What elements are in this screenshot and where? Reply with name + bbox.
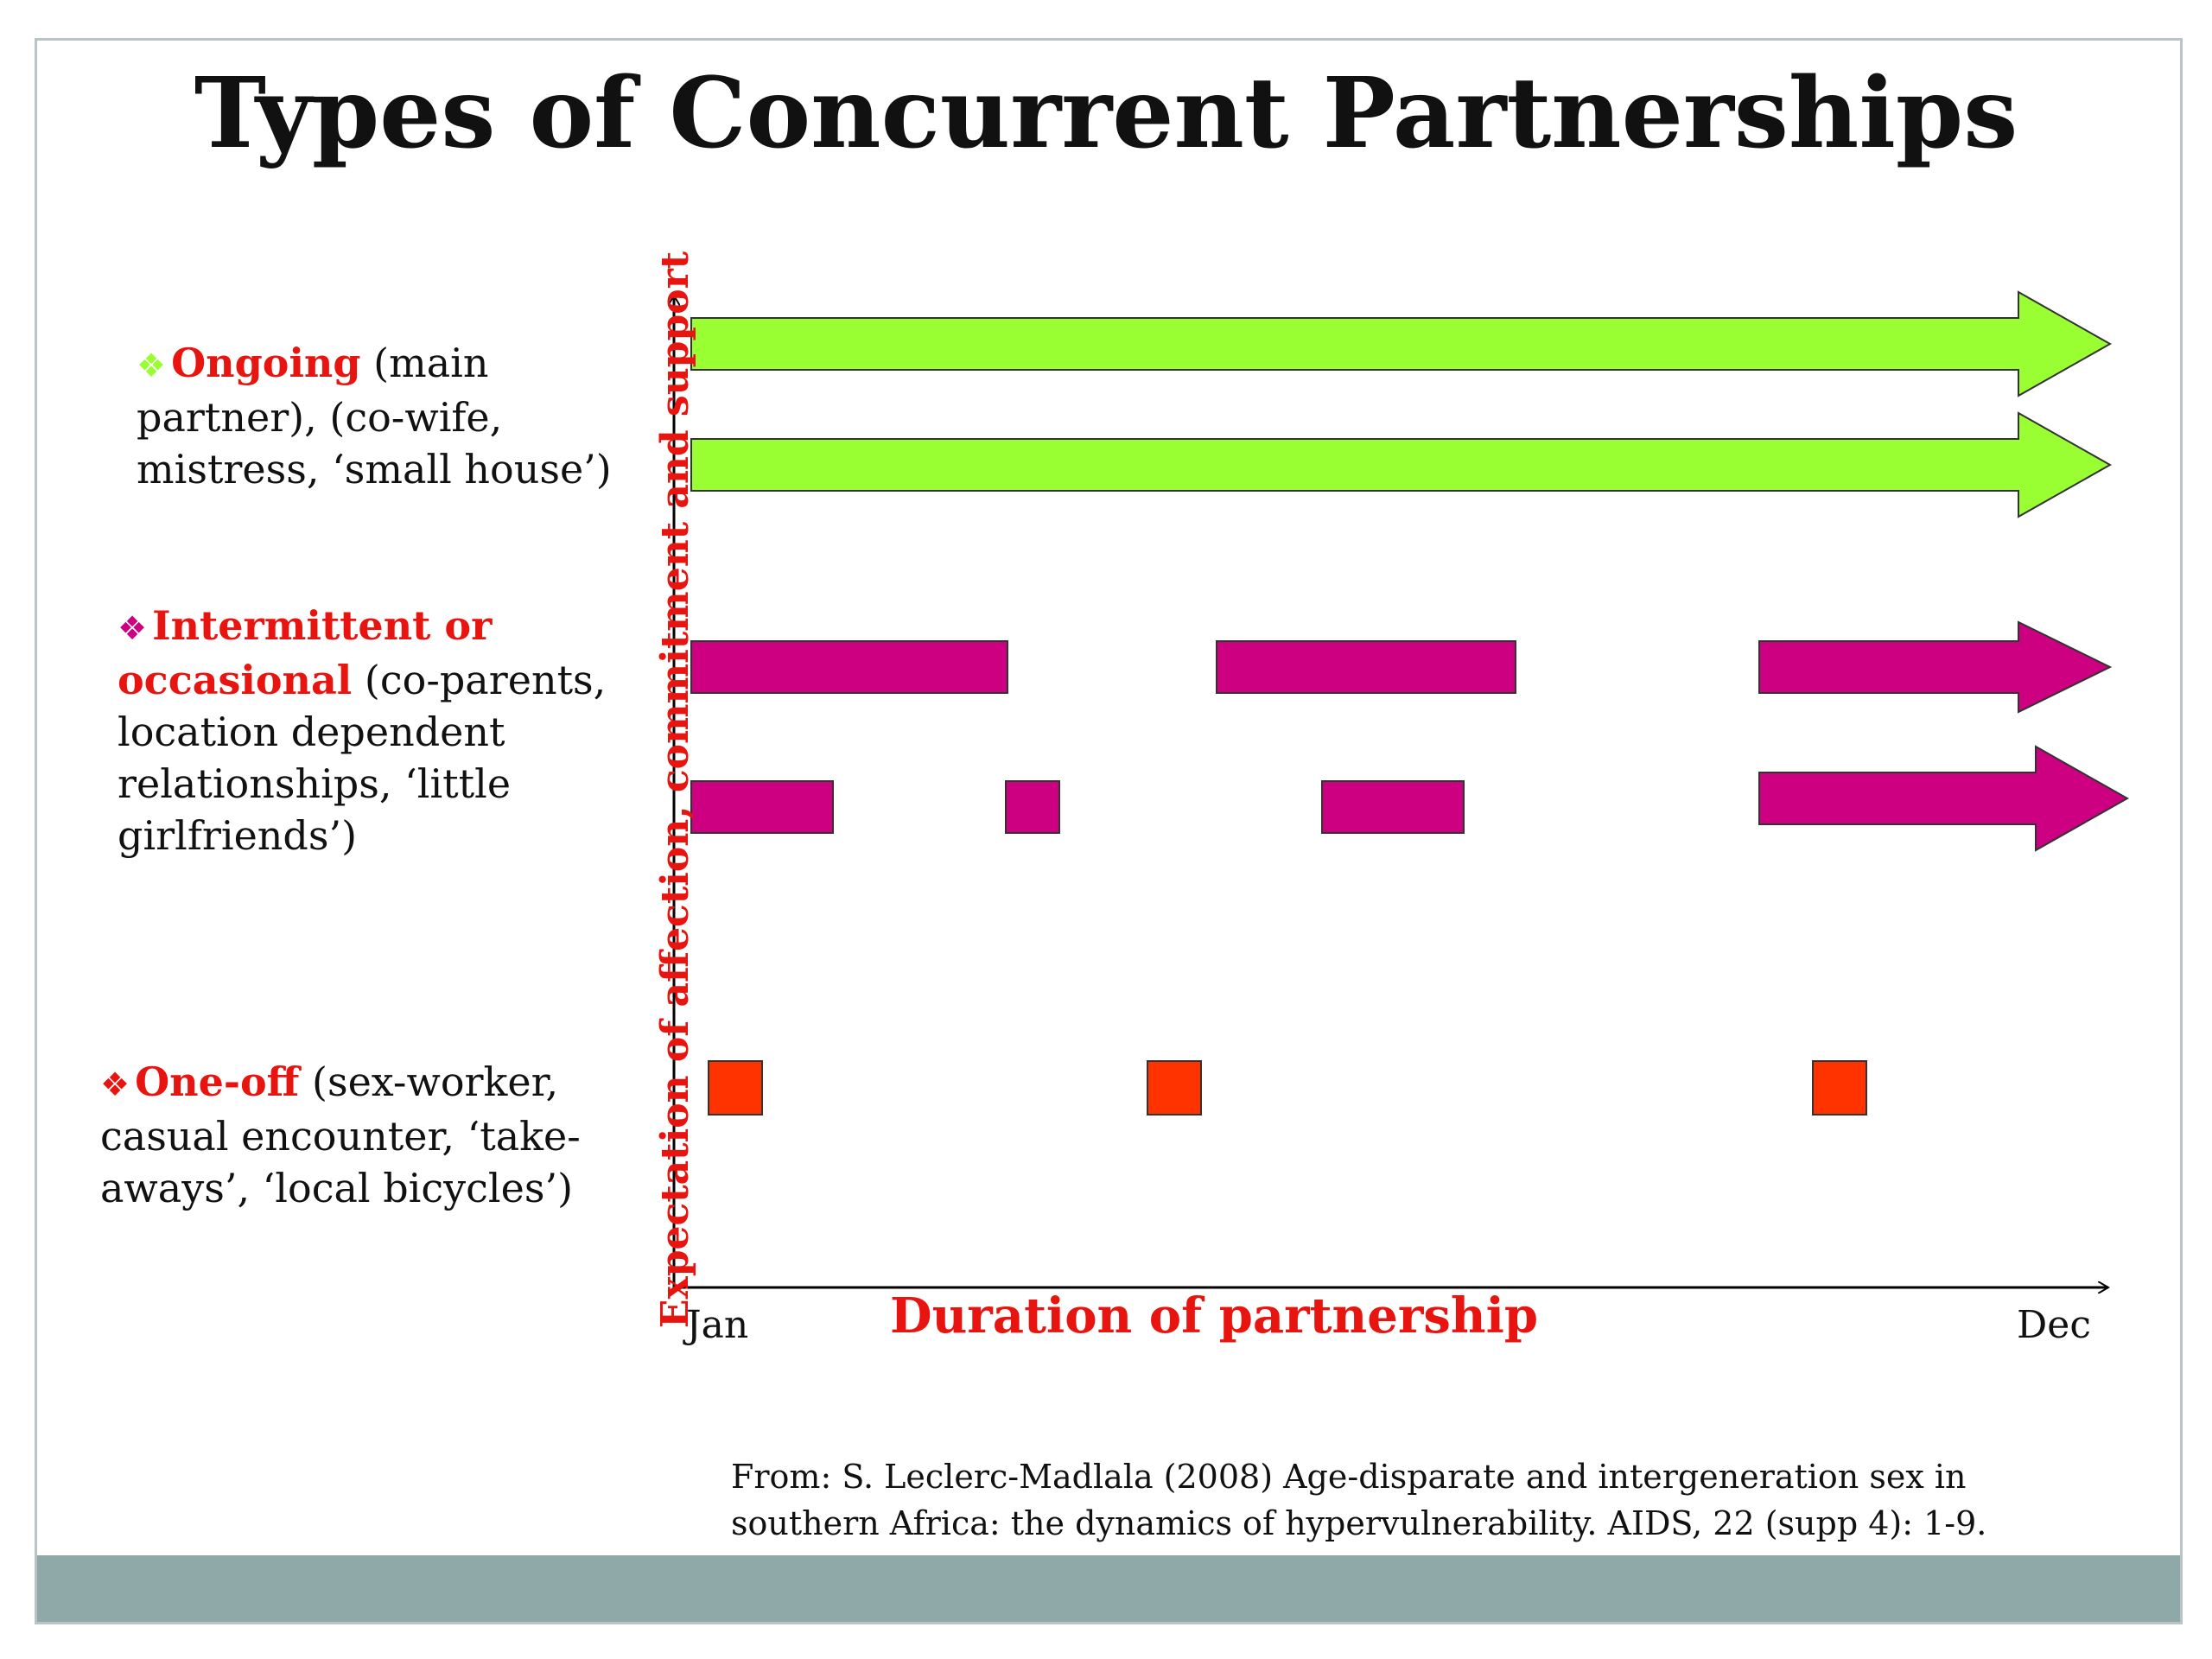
legend-intermittent: ❖ Intermittent or occasional (co-parents,… xyxy=(118,600,619,861)
ongoing-arrow-2 xyxy=(690,411,2113,518)
intermittent-bar xyxy=(690,780,834,834)
x-tick-start: Jan xyxy=(686,1303,749,1347)
legend-ongoing-text: (main partner), (co-wife, mistress, ‘sma… xyxy=(137,340,612,493)
legend-intermittent-highlight: Intermittent or occasional xyxy=(118,602,493,703)
slide-title: Types of Concurrent Partnerships xyxy=(194,57,2018,170)
intermittent-arrow xyxy=(1758,620,2113,714)
legend-intermittent-text: (co-parents, location dependent relation… xyxy=(118,657,607,859)
intermittent-arrow xyxy=(1758,745,2130,852)
oneoff-square xyxy=(708,1060,763,1116)
legend-ongoing: ❖ Ongoing (main partner), (co-wife, mistr… xyxy=(137,337,620,495)
ongoing-arrow-1 xyxy=(690,290,2113,397)
y-axis-label: Expectation of affection, commitment and… xyxy=(653,251,697,1328)
diamond-bullet-icon: ❖ xyxy=(118,609,148,647)
intermittent-bar xyxy=(690,640,1008,694)
oneoff-square xyxy=(1812,1060,1867,1116)
slide-frame xyxy=(35,38,2183,1624)
legend-ongoing-highlight: Ongoing xyxy=(171,340,361,386)
diamond-bullet-icon: ❖ xyxy=(137,346,167,385)
oneoff-square xyxy=(1147,1060,1202,1116)
intermittent-bar xyxy=(1321,780,1465,834)
legend-oneoff-text: (sex-worker, casual encounter, ‘take-awa… xyxy=(100,1058,581,1211)
diamond-bullet-icon: ❖ xyxy=(100,1065,130,1103)
x-axis-label: Duration of partnership xyxy=(890,1287,1539,1344)
intermittent-bar xyxy=(1216,640,1516,694)
citation: From: S. Leclerc-Madlala (2008) Age-disp… xyxy=(731,1458,1987,1542)
footer-band xyxy=(37,1555,2180,1622)
legend-oneoff-highlight: One-off xyxy=(135,1058,300,1105)
intermittent-bar xyxy=(1005,780,1060,834)
x-tick-end: Dec xyxy=(2017,1303,2091,1347)
legend-oneoff: ❖ One-off (sex-worker, casual encounter, … xyxy=(100,1056,619,1214)
